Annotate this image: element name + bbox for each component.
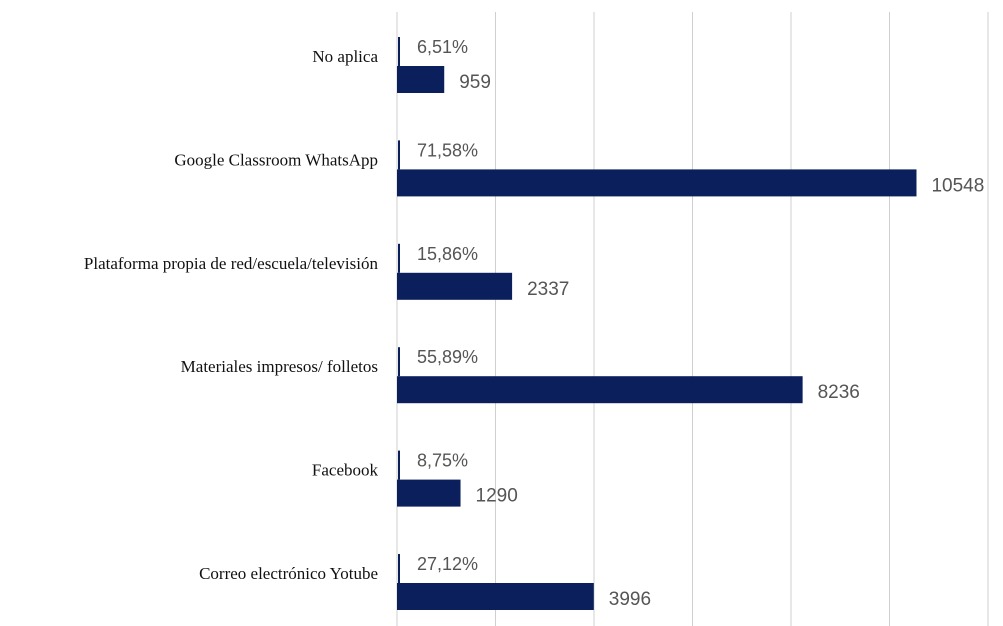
bar-4 (397, 479, 461, 507)
bar-1 (397, 169, 917, 197)
category-label-5: Correo electrónico Yotube (199, 564, 378, 583)
bar-5 (397, 583, 594, 610)
category-label-0: No aplica (312, 47, 378, 66)
percentage-label-5: 27,12% (417, 554, 478, 574)
category-label-4: Facebook (312, 461, 379, 480)
percentage-label-2: 15,86% (417, 244, 478, 264)
percentage-label-0: 6,51% (417, 37, 468, 57)
category-label-3: Materiales impresos/ folletos (181, 357, 378, 376)
bars (397, 37, 917, 610)
category-label-2: Plataforma propia de red/escuela/televis… (84, 254, 379, 273)
value-label-1: 10548 (931, 175, 984, 196)
value-label-2: 2337 (527, 279, 569, 300)
value-label-5: 3996 (609, 589, 651, 610)
bar-0 (397, 66, 445, 93)
percentage-label-4: 8,75% (417, 451, 468, 471)
bar-2 (397, 272, 513, 300)
percentage-label-1: 71,58% (417, 140, 478, 160)
value-label-0: 959 (459, 72, 491, 93)
bar-3 (397, 376, 803, 404)
value-label-4: 1290 (476, 486, 518, 507)
gridlines (396, 12, 989, 626)
category-label-1: Google Classroom WhatsApp (174, 150, 378, 169)
percentage-label-3: 55,89% (417, 347, 478, 367)
value-label-3: 8236 (818, 382, 860, 403)
labels: No aplica 6,51% 959 Google Classroom WhatsA… (84, 37, 984, 610)
